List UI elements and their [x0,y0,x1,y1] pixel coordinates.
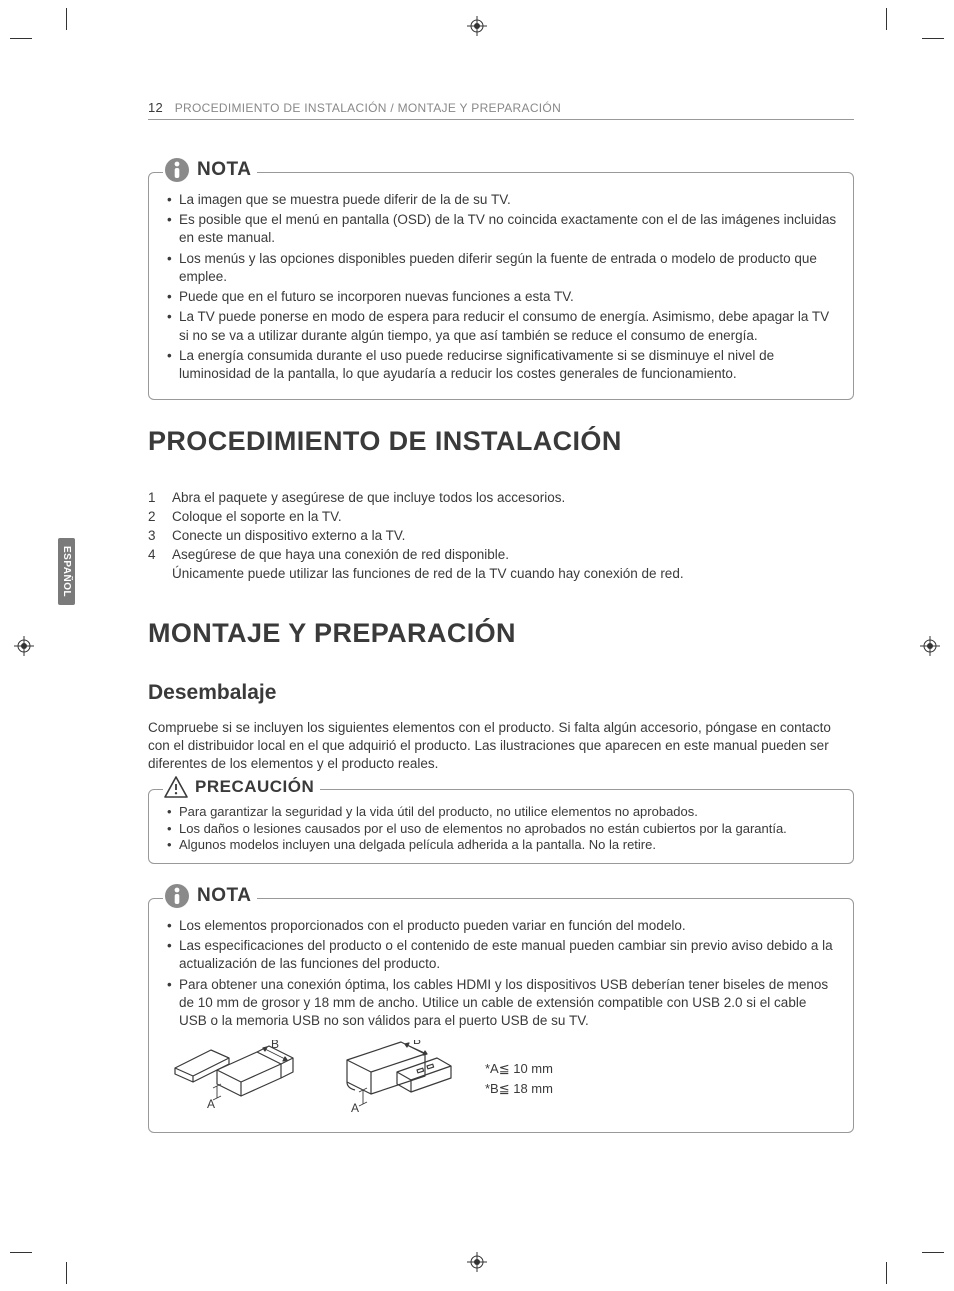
note-item: La energía consumida durante el uso pued… [165,347,837,383]
page-content: 12 PROCEDIMIENTO DE INSTALACIÓN / MONTAJ… [0,0,954,1219]
header-section: PROCEDIMIENTO DE INSTALACIÓN / MONTAJE Y… [175,101,561,115]
registration-mark-icon [467,1252,487,1272]
unbox-paragraph: Compruebe si se incluyen los siguientes … [148,719,854,774]
note-list: Los elementos proporcionados con el prod… [165,917,837,1030]
page-header: 12 PROCEDIMIENTO DE INSTALACIÓN / MONTAJ… [148,100,854,120]
svg-text:A: A [351,1101,359,1115]
note-item: La TV puede ponerse en modo de espera pa… [165,308,837,344]
install-steps: 1Abra el paquete y asegúrese de que incl… [148,489,854,583]
heading-unbox: Desembalaje [148,681,854,705]
note-icon [163,156,191,184]
svg-text:B: B [271,1040,279,1051]
note-item: Puede que en el futuro se incorporen nue… [165,288,837,306]
connector-dimensions: *A≦ 10 mm *B≦ 18 mm [485,1059,553,1101]
note-list: La imagen que se muestra puede diferir d… [165,191,837,383]
usb-connector-icon: B A [327,1040,457,1118]
note-item: La imagen que se muestra puede diferir d… [165,191,837,209]
caution-callout: PRECAUCIÓN Para garantizar la seguridad … [148,789,854,864]
caution-icon [163,775,189,799]
note-item: Para obtener una conexión óptima, los ca… [165,976,837,1031]
note-callout-1: NOTA La imagen que se muestra puede dife… [148,172,854,400]
caution-title: PRECAUCIÓN [195,777,314,797]
caution-item: Para garantizar la seguridad y la vida ú… [165,804,837,820]
note-icon [163,882,191,910]
crop-mark [66,1262,67,1284]
note-title: NOTA [197,159,251,181]
crop-mark [886,1262,887,1284]
connector-diagram-row: B A [165,1040,837,1118]
heading-mount: MONTAJE Y PREPARACIÓN [148,618,854,649]
note-item: Las especificaciones del producto o el c… [165,937,837,973]
caution-list: Para garantizar la seguridad y la vida ú… [165,804,837,853]
hdmi-connector-icon: B A [169,1040,299,1118]
page-number: 12 [148,100,163,115]
crop-mark [10,1252,32,1253]
install-step: 4Asegúrese de que haya una conexión de r… [148,546,854,584]
install-step: 1Abra el paquete y asegúrese de que incl… [148,489,854,508]
note-item: Los menús y las opciones disponibles pue… [165,250,837,286]
heading-install: PROCEDIMIENTO DE INSTALACIÓN [148,426,854,457]
caution-item: Algunos modelos incluyen una delgada pel… [165,837,837,853]
install-step: 3Conecte un dispositivo externo a la TV. [148,527,854,546]
crop-mark [922,1252,944,1253]
note-callout-2: NOTA Los elementos proporcionados con el… [148,898,854,1133]
caution-item: Los daños o lesiones causados por el uso… [165,821,837,837]
note-item: Es posible que el menú en pantalla (OSD)… [165,211,837,247]
note-item: Los elementos proporcionados con el prod… [165,917,837,935]
svg-text:B: B [413,1040,421,1047]
install-step: 2Coloque el soporte en la TV. [148,508,854,527]
svg-text:A: A [207,1097,215,1111]
dim-b: *B≦ 18 mm [485,1079,553,1100]
note-title: NOTA [197,885,251,907]
dim-a: *A≦ 10 mm [485,1059,553,1080]
